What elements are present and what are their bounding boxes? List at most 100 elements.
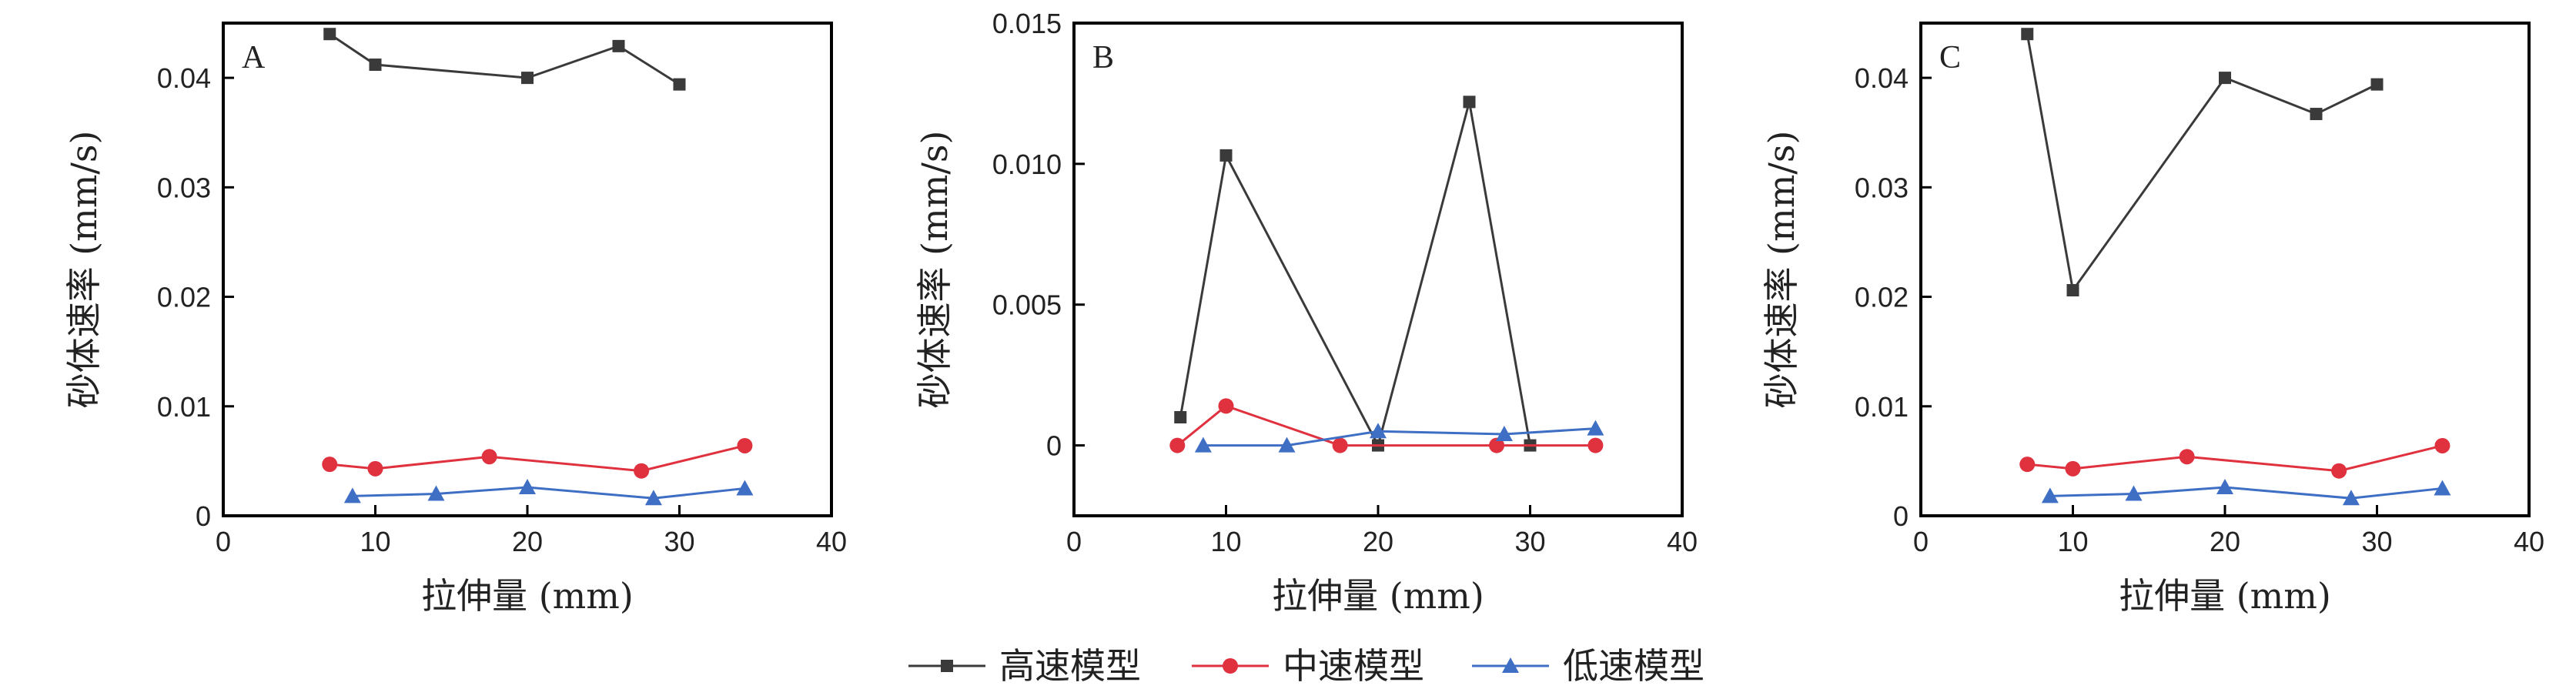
legend-label: 高速模型 xyxy=(999,645,1141,687)
data-point-mid xyxy=(2019,457,2036,473)
data-point-high xyxy=(2370,78,2384,91)
y-tick-label: 0.01 xyxy=(1855,391,1909,423)
data-point-low xyxy=(1278,436,1296,453)
x-axis-title: 拉伸量 (mm) xyxy=(2119,575,2331,617)
series-line-high xyxy=(1179,102,1531,449)
data-point-low xyxy=(519,479,536,495)
data-point-high xyxy=(673,78,686,91)
y-tick-label: 0.01 xyxy=(157,391,211,423)
data-point-high xyxy=(2066,284,2079,297)
series-line-low xyxy=(352,486,745,500)
x-tick-label: 20 xyxy=(512,526,543,557)
chart-panel-c: 0 10 20 30 40 0 0.01 0.02 0.03 0.04 C 拉伸量 (mm) 砂体速率 … xyxy=(1761,22,2544,617)
series-high xyxy=(323,28,686,91)
legend-label: 中速模型 xyxy=(1283,645,1424,687)
legend-marker-mid xyxy=(1223,658,1238,674)
x-tick-label: 10 xyxy=(360,526,390,557)
x-tick-label: 30 xyxy=(1514,526,1545,557)
legend-marker-high xyxy=(941,660,953,672)
data-point-mid xyxy=(2179,449,2195,465)
data-point-low xyxy=(343,487,361,503)
data-point-high xyxy=(612,39,625,52)
series-mid xyxy=(2019,437,2451,479)
data-point-mid xyxy=(322,457,338,473)
series-line-low xyxy=(1203,427,1596,447)
y-tick-label: 0 xyxy=(1046,430,1062,462)
y-axis-title: 砂体速率 (mm/s) xyxy=(914,131,955,409)
series-line-mid xyxy=(2027,444,2443,473)
data-point-low xyxy=(2125,485,2143,501)
legend-item-high: 高速模型 xyxy=(908,645,1141,687)
y-tick-label: 0 xyxy=(196,500,211,532)
series-high xyxy=(2021,28,2384,297)
series-low xyxy=(2041,479,2451,506)
series-line-low xyxy=(2049,486,2443,500)
legend-item-mid: 中速模型 xyxy=(1192,645,1424,687)
data-point-high xyxy=(1219,149,1233,162)
data-point-low xyxy=(2041,487,2059,503)
legend-marker-low xyxy=(1502,657,1519,673)
panel-label: C xyxy=(1939,40,1961,75)
data-point-low xyxy=(427,485,445,501)
x-tick-label: 10 xyxy=(1210,526,1241,557)
data-point-mid xyxy=(737,437,753,453)
data-point-mid xyxy=(2331,463,2347,479)
data-point-mid xyxy=(1587,437,1604,453)
data-point-high xyxy=(521,72,534,85)
data-point-low xyxy=(1495,425,1513,441)
y-tick-label: 0.010 xyxy=(992,149,1062,180)
data-point-low xyxy=(736,480,754,496)
y-tick-label: 0.02 xyxy=(157,282,211,313)
x-tick-label: 0 xyxy=(1913,526,1929,557)
legend: 高速模型 中速模型 低速模型 xyxy=(908,645,1705,687)
data-point-high xyxy=(2219,72,2231,85)
data-point-mid xyxy=(2434,437,2451,453)
data-point-mid xyxy=(634,463,650,479)
data-point-high xyxy=(1174,411,1187,423)
data-point-low xyxy=(1370,423,1387,439)
x-tick-label: 30 xyxy=(664,526,694,557)
data-point-low xyxy=(1194,436,1212,453)
panel-label: B xyxy=(1092,40,1114,75)
data-point-high xyxy=(1463,95,1476,109)
series-high xyxy=(1174,95,1537,452)
x-axis-title: 拉伸量 (mm) xyxy=(421,575,634,617)
data-point-mid xyxy=(2065,460,2081,477)
series-line-mid xyxy=(330,444,745,473)
series-mid xyxy=(1169,398,1604,453)
x-tick-label: 20 xyxy=(2210,526,2240,557)
data-point-mid xyxy=(481,449,497,465)
y-axis-title: 砂体速率 (mm/s) xyxy=(1761,131,1802,409)
data-point-high xyxy=(2021,28,2034,41)
legend-item-low: 低速模型 xyxy=(1472,645,1705,687)
series-line-high xyxy=(329,32,681,85)
chart-panels: 0 10 20 30 40 0 0.01 0.02 0.03 0.04 A 拉伸量 (mm) 砂体速率 … xyxy=(63,8,2544,617)
data-point-mid xyxy=(1489,437,1505,453)
y-tick-label: 0.005 xyxy=(992,289,1062,321)
series-low xyxy=(1194,420,1604,453)
data-point-mid xyxy=(367,460,383,477)
data-point-high xyxy=(323,28,336,41)
x-tick-label: 30 xyxy=(2361,526,2392,557)
data-point-mid xyxy=(1332,437,1348,453)
x-tick-label: 40 xyxy=(2514,526,2544,557)
series-line-high xyxy=(2026,33,2378,293)
y-axis-title: 砂体速率 (mm/s) xyxy=(63,131,105,409)
x-tick-label: 0 xyxy=(216,526,231,557)
legend-label: 低速模型 xyxy=(1563,645,1705,687)
x-tick-label: 40 xyxy=(816,526,847,557)
data-point-low xyxy=(1587,420,1604,436)
x-tick-label: 20 xyxy=(1363,526,1393,557)
y-tick-label: 0.03 xyxy=(1855,172,1909,203)
data-point-low xyxy=(2216,479,2233,495)
y-tick-label: 0 xyxy=(1893,500,1909,532)
x-tick-label: 0 xyxy=(1066,526,1082,557)
data-point-high xyxy=(369,59,382,72)
panel-label: A xyxy=(242,40,266,75)
y-tick-label: 0.015 xyxy=(992,8,1062,39)
data-point-low xyxy=(644,490,662,506)
x-axis-title: 拉伸量 (mm) xyxy=(1272,575,1484,617)
y-tick-label: 0.04 xyxy=(1855,62,1909,94)
chart-panel-b: 0 10 20 30 40 0 0.005 0.010 0.015 B 拉伸量 (mm) 砂体速率 (… xyxy=(914,8,1698,617)
